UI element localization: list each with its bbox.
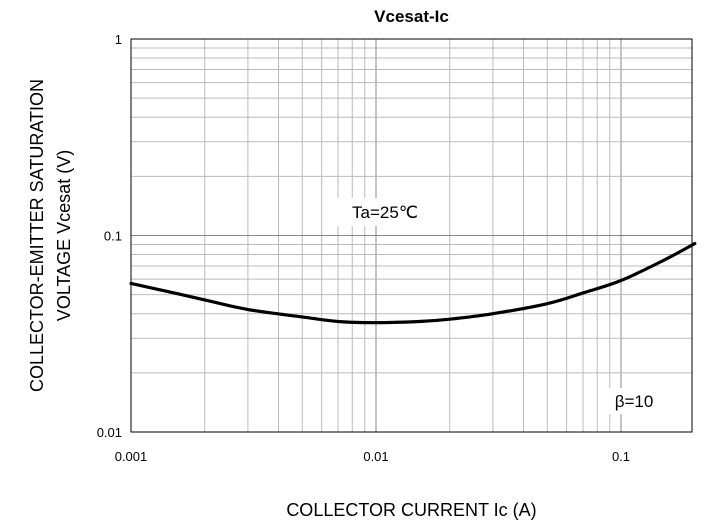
y-tick-label: 0.01: [97, 425, 122, 440]
x-tick-label: 0.001: [115, 449, 148, 464]
y-tick-label: 1: [115, 32, 122, 47]
annotation-background: [604, 388, 664, 414]
y-axis-label: COLLECTOR-EMITTER SATURATION VOLTAGE Vce…: [27, 79, 74, 392]
annotation-temperature: Ta=25℃: [352, 203, 418, 222]
grid: [131, 39, 692, 432]
x-axis-label: COLLECTOR CURRENT Ic (A): [286, 500, 536, 520]
y-tick-label: 0.1: [104, 229, 122, 244]
y-axis-label-line-1: COLLECTOR-EMITTER SATURATION: [27, 79, 47, 392]
tick-labels: 0.001 0.01 0.1 0.01 0.1 1: [97, 32, 630, 464]
x-tick-label: 0.1: [612, 449, 630, 464]
x-tick-label: 0.01: [363, 449, 388, 464]
plot-frame: [130, 38, 693, 433]
chart-title: Vcesat-Ic: [374, 7, 449, 26]
series-line: [129, 241, 697, 325]
series-layer: [129, 241, 697, 325]
annotation-background: [334, 198, 436, 226]
annotation-beta: β=10: [615, 392, 654, 411]
y-axis-label-line-2: VOLTAGE Vcesat (V): [54, 150, 74, 321]
